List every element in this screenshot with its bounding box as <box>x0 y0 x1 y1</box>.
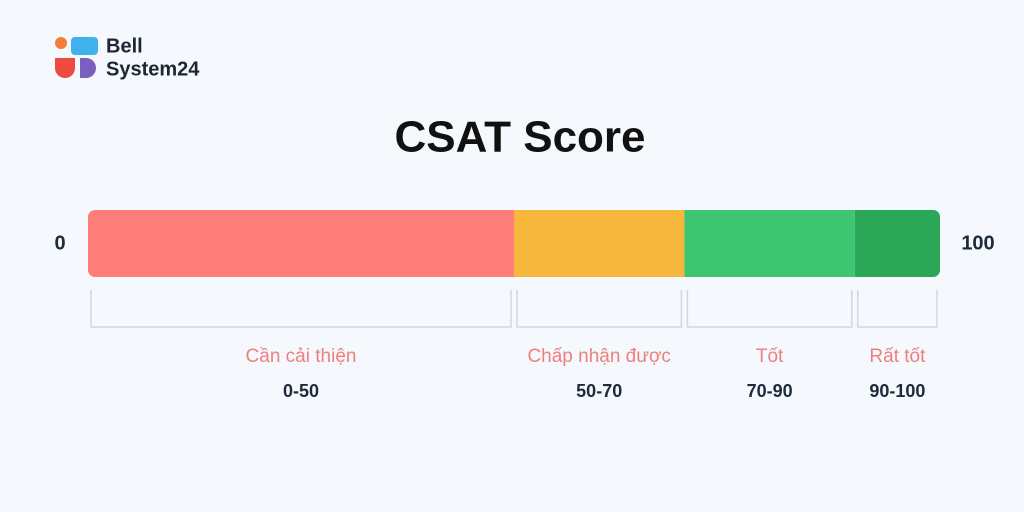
logo-shape <box>80 58 96 78</box>
segment <box>88 210 514 277</box>
bracket <box>90 290 512 328</box>
bracket <box>516 290 683 328</box>
logo-shape <box>55 58 75 78</box>
segment <box>514 210 685 277</box>
segment <box>684 210 855 277</box>
logo-dot <box>55 37 67 49</box>
segment-name: Cần cải thiện <box>246 346 357 367</box>
scale-min: 0 <box>54 232 65 254</box>
scale-max: 100 <box>961 232 994 254</box>
title: CSAT Score <box>394 113 645 162</box>
segment-range: 90-100 <box>869 381 925 401</box>
bracket <box>857 290 938 328</box>
segment-range: 70-90 <box>747 381 793 401</box>
bracket <box>686 290 853 328</box>
segment-name: Tốt <box>756 346 784 367</box>
segment-name: Chấp nhận được <box>527 346 671 367</box>
logo-block <box>71 37 98 55</box>
segment-range: 0-50 <box>283 381 319 401</box>
segment-name: Rất tốt <box>869 346 926 367</box>
logo-text: Bell <box>106 35 143 57</box>
segment-range: 50-70 <box>576 381 622 401</box>
logo-text: System24 <box>106 58 200 80</box>
segment <box>854 210 940 277</box>
logo: Bell System24 <box>55 35 200 80</box>
bar <box>88 210 940 277</box>
